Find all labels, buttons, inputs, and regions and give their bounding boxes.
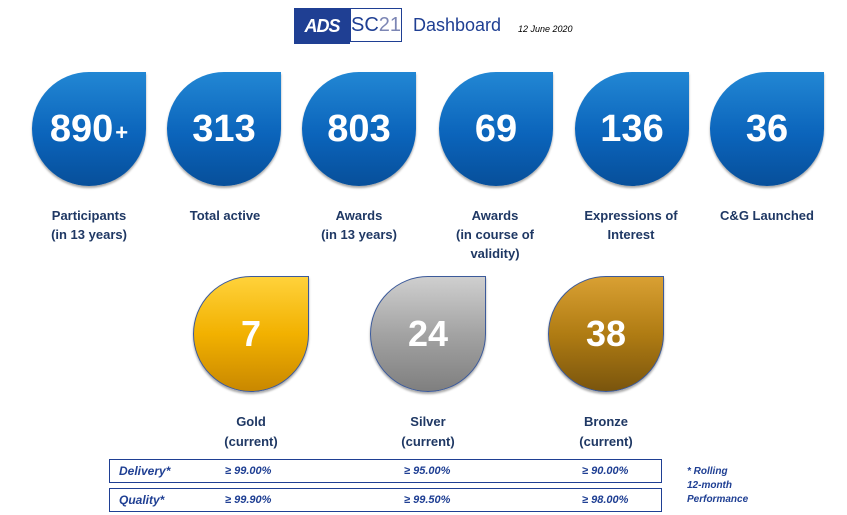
medal-drop-bronze: 38 bbox=[548, 276, 664, 392]
medal-label-bronze: Bronze (current) bbox=[531, 412, 681, 452]
ads-logo: ADS bbox=[294, 8, 350, 44]
kpi-drop-total-active: 313 bbox=[167, 72, 281, 186]
kpi-label-line: validity) bbox=[470, 246, 520, 261]
medal-label-line: (current) bbox=[224, 434, 278, 449]
performance-silver-threshold: ≥ 95.00% bbox=[404, 465, 451, 477]
performance-bronze-threshold: ≥ 98.00% bbox=[582, 494, 629, 506]
kpi-label-line: C&G Launched bbox=[720, 208, 814, 223]
medal-drop-gold: 7 bbox=[193, 276, 309, 392]
kpi-drop-awards-validity: 69 bbox=[439, 72, 553, 186]
performance-silver-threshold: ≥ 99.50% bbox=[404, 494, 451, 506]
dashboard-date: 12 June 2020 bbox=[518, 24, 573, 34]
medal-label-gold: Gold (current) bbox=[176, 412, 326, 452]
kpi-value: 36 bbox=[745, 107, 789, 150]
kpi-label-line: (in 13 years) bbox=[51, 227, 127, 242]
kpi-label-line: Expressions of bbox=[584, 208, 678, 223]
kpi-suffix: + bbox=[115, 120, 129, 145]
kpi-label-participants: Participants (in 13 years) bbox=[14, 206, 164, 244]
kpi-label-line: Awards bbox=[335, 208, 383, 223]
medal-label-line: (current) bbox=[401, 434, 455, 449]
kpi-value: 136 bbox=[600, 107, 664, 150]
kpi-label-line: Awards bbox=[471, 208, 519, 223]
medal-value: 24 bbox=[407, 313, 449, 354]
medal-label-silver: Silver (current) bbox=[353, 412, 503, 452]
performance-gold-threshold: ≥ 99.00% bbox=[225, 465, 272, 477]
kpi-value: 69 bbox=[474, 107, 518, 150]
sc21-logo-text: SC bbox=[351, 14, 379, 36]
medal-label-line: Gold bbox=[236, 414, 266, 429]
kpi-drop-cg-launched: 36 bbox=[710, 72, 824, 186]
rolling-performance-note: * Rolling 12-month Performance bbox=[687, 465, 807, 507]
kpi-label-expressions: Expressions of Interest bbox=[556, 206, 706, 244]
kpi-value: 803 bbox=[327, 107, 391, 150]
kpi-label-line: Interest bbox=[607, 227, 655, 242]
medal-drop-silver: 24 bbox=[370, 276, 486, 392]
performance-gold-threshold: ≥ 99.90% bbox=[225, 494, 272, 506]
medal-value: 7 bbox=[240, 313, 262, 354]
medal-label-line: Silver bbox=[410, 414, 446, 429]
medal-label-line: (current) bbox=[579, 434, 633, 449]
dashboard-title: Dashboard bbox=[413, 15, 502, 35]
performance-row-delivery: Delivery* ≥ 99.00% ≥ 95.00% ≥ 90.00% bbox=[109, 459, 662, 483]
performance-row-label: Quality* bbox=[119, 493, 165, 507]
kpi-drop-participants: 890 + bbox=[32, 72, 146, 186]
medal-value: 38 bbox=[585, 313, 627, 354]
kpi-label-line: Participants bbox=[51, 208, 127, 223]
kpi-label-total-active: Total active bbox=[150, 206, 300, 225]
performance-row-quality: Quality* ≥ 99.90% ≥ 99.50% ≥ 98.00% bbox=[109, 488, 662, 512]
kpi-label-line: (in course of bbox=[455, 227, 534, 242]
kpi-label-line: Total active bbox=[189, 208, 261, 223]
kpi-drop-awards: 803 bbox=[302, 72, 416, 186]
kpi-label-line: (in 13 years) bbox=[321, 227, 397, 242]
performance-bronze-threshold: ≥ 90.00% bbox=[582, 465, 629, 477]
sc21-logo-number: 21 bbox=[378, 14, 402, 36]
note-line: * Rolling bbox=[687, 466, 728, 477]
sc21-logo: SC21 bbox=[350, 8, 402, 42]
kpi-label-awards: Awards (in 13 years) bbox=[284, 206, 434, 244]
performance-row-label: Delivery* bbox=[119, 464, 171, 478]
note-line: 12-month bbox=[687, 480, 732, 491]
medal-label-line: Bronze bbox=[583, 414, 629, 429]
note-line: Performance bbox=[687, 494, 749, 505]
kpi-label-cg-launched: C&G Launched bbox=[692, 206, 842, 225]
kpi-value: 313 bbox=[192, 107, 256, 150]
kpi-drop-expressions: 136 bbox=[575, 72, 689, 186]
kpi-value: 890 bbox=[49, 107, 114, 150]
kpi-label-awards-validity: Awards (in course of validity) bbox=[420, 206, 570, 263]
